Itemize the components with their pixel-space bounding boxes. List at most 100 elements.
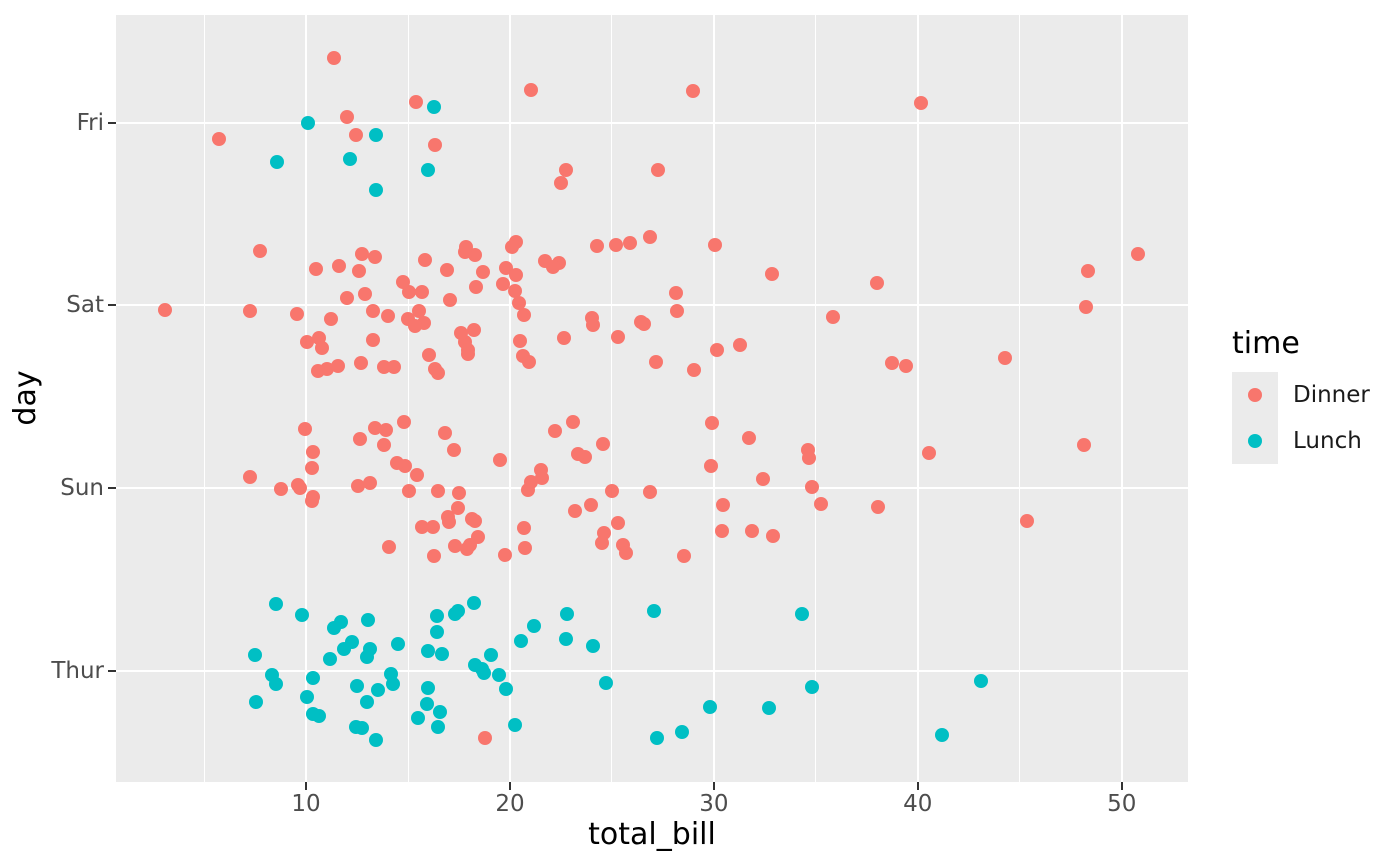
- data-point: [382, 540, 397, 555]
- x-tick-label: 50: [1107, 791, 1137, 817]
- data-point: [567, 503, 582, 518]
- data-point: [438, 426, 453, 441]
- data-point: [417, 253, 432, 268]
- data-point: [408, 319, 423, 334]
- data-point: [518, 541, 533, 556]
- data-point: [343, 152, 358, 167]
- data-point: [794, 607, 809, 622]
- legend-label-dinner: Dinner: [1293, 382, 1370, 408]
- data-point: [492, 452, 507, 467]
- data-point: [252, 244, 267, 259]
- data-point: [420, 696, 435, 711]
- data-point: [441, 510, 456, 525]
- data-point: [433, 704, 448, 719]
- data-point: [583, 497, 598, 512]
- data-point: [553, 175, 568, 190]
- data-point: [1080, 264, 1095, 279]
- data-point: [365, 304, 380, 319]
- legend-entry-lunch: Lunch: [1232, 418, 1370, 464]
- data-point: [649, 355, 664, 370]
- data-point: [395, 275, 410, 290]
- data-point: [248, 648, 263, 663]
- data-point: [804, 480, 819, 495]
- x-tick: [508, 782, 511, 790]
- data-point: [249, 695, 264, 710]
- data-point: [504, 240, 519, 255]
- data-point: [651, 162, 666, 177]
- data-point: [212, 131, 227, 146]
- legend-entry-dinner: Dinner: [1232, 372, 1370, 418]
- x-axis-title: total_bill: [588, 817, 716, 852]
- major-gridline: [116, 670, 1188, 673]
- data-point: [360, 612, 375, 627]
- data-point: [453, 326, 468, 341]
- data-point: [998, 351, 1013, 366]
- x-tick: [916, 782, 919, 790]
- data-point: [268, 597, 283, 612]
- data-point: [675, 724, 690, 739]
- data-point: [370, 682, 385, 697]
- major-gridline: [116, 304, 1188, 307]
- data-point: [755, 472, 770, 486]
- data-point: [491, 668, 506, 683]
- data-point: [340, 291, 355, 306]
- data-point: [415, 520, 430, 535]
- x-tick-label: 20: [495, 791, 525, 817]
- data-point: [677, 548, 692, 563]
- data-point: [430, 366, 445, 381]
- data-point: [974, 674, 989, 689]
- data-point: [512, 296, 527, 311]
- data-point: [425, 519, 440, 534]
- y-axis-title: day: [8, 370, 43, 426]
- data-point: [478, 730, 493, 745]
- data-point: [411, 303, 426, 318]
- data-point: [452, 486, 467, 501]
- data-point: [610, 516, 625, 531]
- data-point: [637, 317, 652, 332]
- major-gridline: [1120, 15, 1123, 782]
- data-point: [360, 649, 375, 664]
- data-point: [443, 293, 458, 308]
- lunch-point-icon: [1248, 434, 1262, 448]
- data-point: [396, 414, 411, 429]
- data-point: [367, 250, 382, 265]
- data-point: [744, 523, 759, 538]
- data-point: [304, 494, 319, 509]
- data-point: [646, 603, 661, 618]
- data-point: [1079, 300, 1094, 315]
- data-point: [814, 496, 829, 511]
- data-point: [499, 681, 514, 696]
- data-point: [604, 484, 619, 499]
- data-point: [300, 115, 315, 130]
- data-point: [922, 446, 937, 461]
- data-point: [669, 285, 684, 300]
- data-point: [429, 609, 444, 624]
- data-point: [469, 280, 484, 295]
- data-point: [434, 647, 449, 662]
- data-point: [1131, 246, 1146, 261]
- data-point: [265, 668, 280, 683]
- data-point: [476, 265, 491, 280]
- y-tick-label: Fri: [76, 109, 104, 136]
- data-point: [586, 638, 601, 653]
- data-point: [649, 730, 664, 745]
- data-point: [517, 308, 532, 323]
- data-point: [458, 240, 473, 254]
- data-point: [599, 675, 614, 690]
- data-point: [761, 701, 776, 716]
- data-point: [459, 541, 474, 556]
- y-tick: [108, 487, 116, 490]
- data-point: [498, 547, 513, 562]
- major-gridline: [916, 15, 919, 782]
- data-point: [290, 477, 305, 492]
- data-point: [402, 285, 417, 300]
- major-gridline: [508, 15, 511, 782]
- data-point: [451, 603, 466, 618]
- y-tick-label: Thur: [51, 658, 104, 685]
- plot-panel: [116, 15, 1188, 782]
- data-point: [362, 475, 377, 490]
- data-point: [805, 680, 820, 695]
- data-point: [365, 332, 380, 347]
- data-point: [322, 651, 337, 666]
- data-point: [270, 155, 285, 170]
